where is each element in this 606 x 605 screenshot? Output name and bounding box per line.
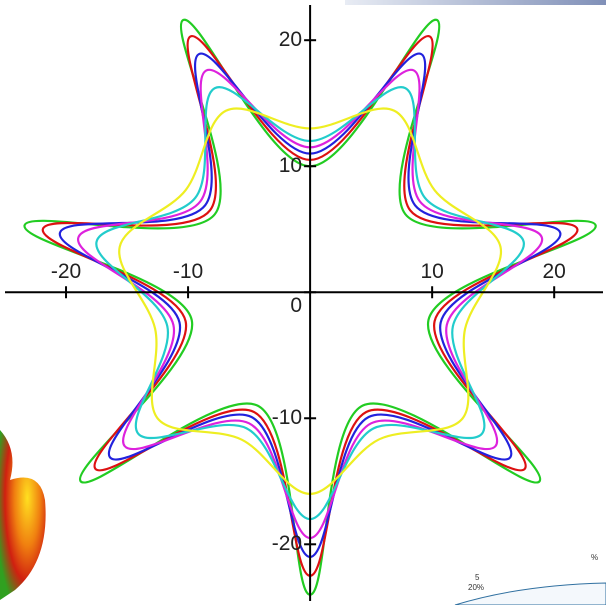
x-tick-label: 10 — [420, 260, 443, 283]
y-tick-label: -20 — [272, 532, 302, 555]
y-tick-label: -10 — [272, 406, 302, 429]
x-tick-label: 20 — [543, 260, 566, 283]
y-tick-label: 10 — [279, 154, 302, 177]
window-bar — [345, 0, 606, 5]
y-tick-label: 0 — [290, 294, 302, 317]
annotation: 20% — [468, 583, 484, 592]
annotation: 5 — [475, 573, 480, 582]
annotation: % — [591, 553, 598, 562]
y-tick-label: 20 — [279, 28, 302, 51]
decoration-blob — [0, 430, 46, 600]
x-tick-label: -20 — [51, 260, 81, 283]
x-tick-label: -10 — [173, 260, 203, 283]
